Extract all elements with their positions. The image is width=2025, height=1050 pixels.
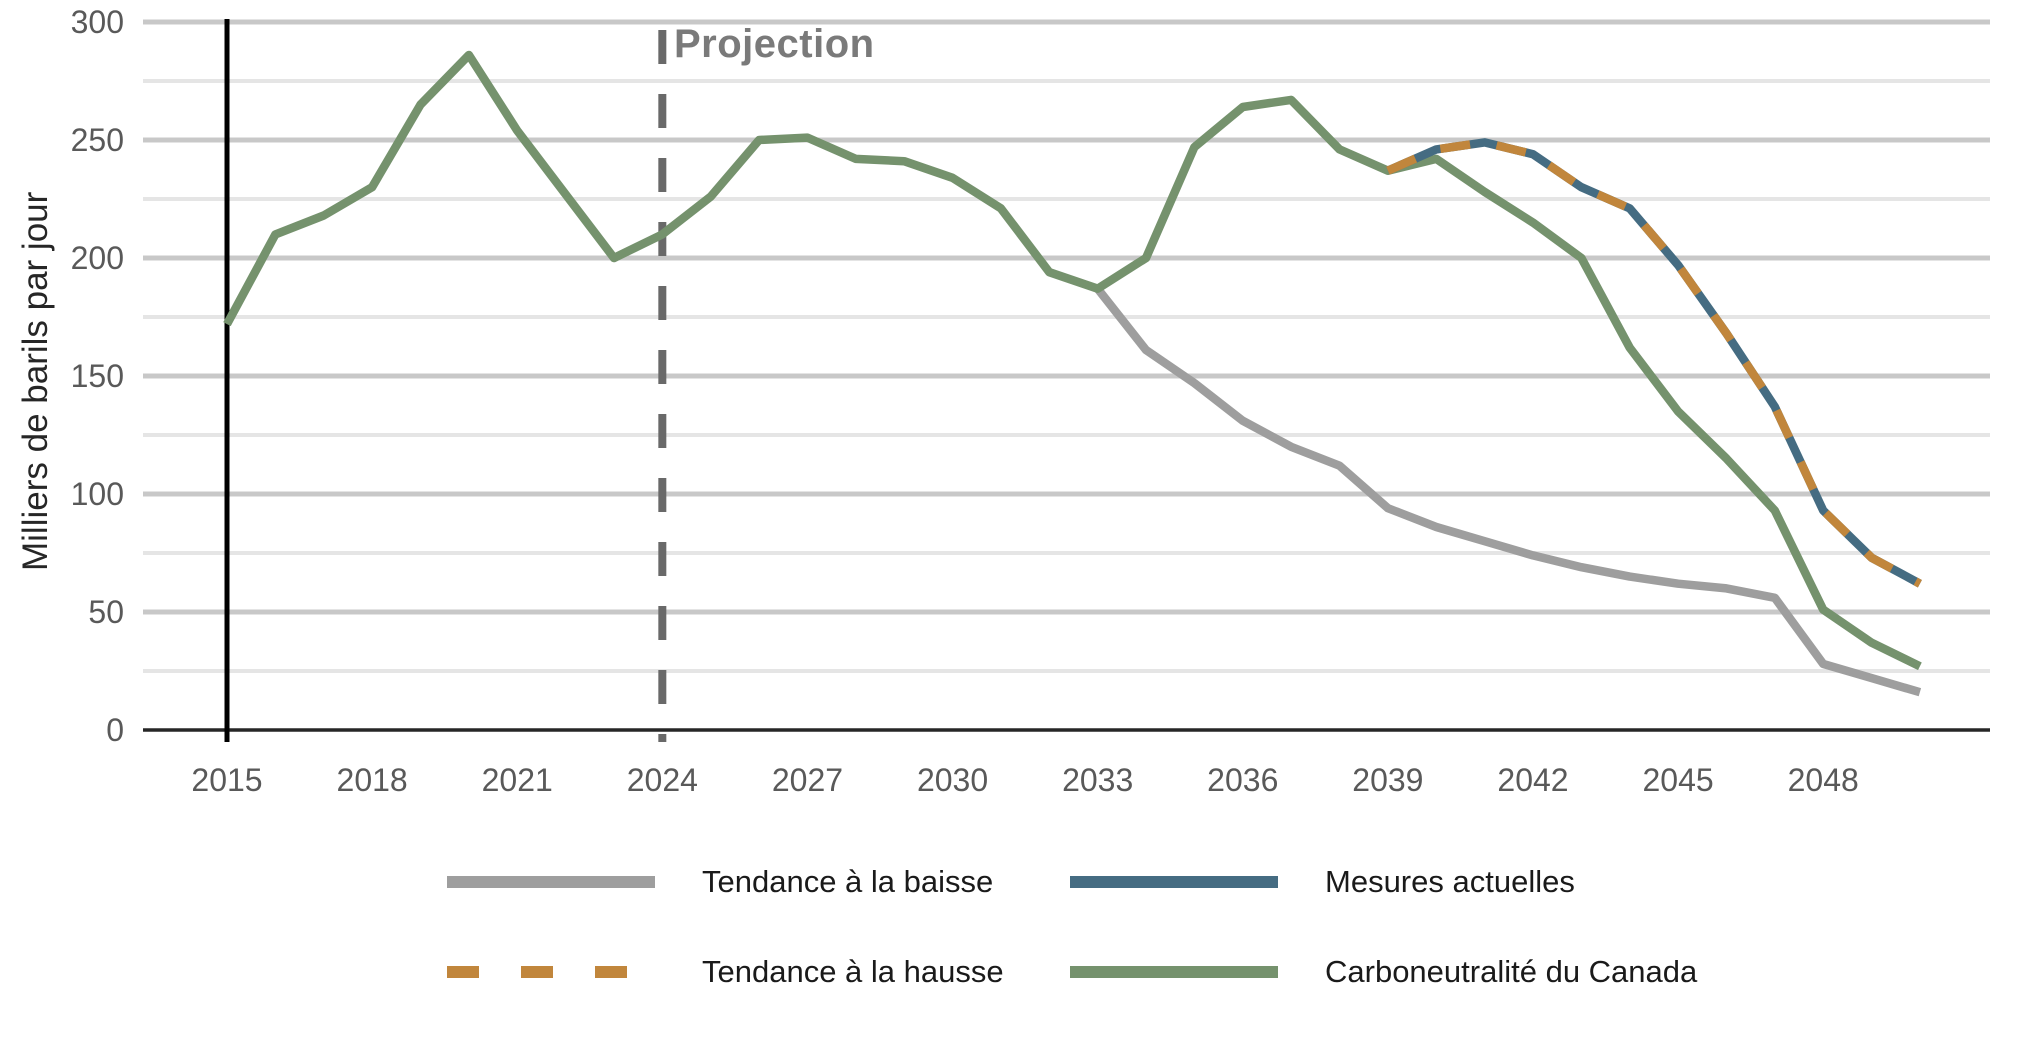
x-tick-label: 2030 — [917, 762, 988, 798]
y-tick-label: 50 — [88, 594, 124, 630]
series-line-tendance-la-hausse — [1386, 138, 1922, 588]
x-tick-label: 2027 — [772, 762, 843, 798]
legend-swatch-blue-line — [1070, 876, 1278, 888]
x-tick-label: 2039 — [1352, 762, 1423, 798]
legend-swatch-orange-dashed-line — [447, 966, 655, 978]
y-tick-label: 0 — [106, 712, 124, 748]
legend-item-mesures-actuelles: Mesures actuelles — [1070, 864, 1575, 900]
y-tick-label: 200 — [71, 240, 124, 276]
y-tick-label: 300 — [71, 4, 124, 40]
legend-row: Tendance à la baisse Mesures actuelles — [447, 851, 1847, 913]
legend-row: Tendance à la hausse Carboneutralité du … — [447, 941, 1847, 1003]
legend-label: Mesures actuelles — [1325, 864, 1575, 899]
legend-label: Tendance à la hausse — [702, 954, 1004, 989]
x-tick-label: 2015 — [191, 762, 262, 798]
y-tick-label: 150 — [71, 358, 124, 394]
x-tick-label: 2045 — [1643, 762, 1714, 798]
x-tick-label: 2024 — [627, 762, 698, 798]
legend-swatch-green-line — [1070, 966, 1278, 978]
y-tick-label: 250 — [71, 122, 124, 158]
series-line-carboneutralit-du-canada — [223, 50, 1922, 671]
x-tick-label: 2018 — [337, 762, 408, 798]
x-tick-label: 2048 — [1788, 762, 1859, 798]
series-line-mesures-actuelles — [1386, 138, 1922, 588]
chart-legend: Tendance à la baisse Mesures actuelles T… — [447, 851, 1847, 1003]
legend-swatch-gray-line — [447, 876, 655, 888]
x-tick-label: 2021 — [482, 762, 553, 798]
x-tick-label: 2033 — [1062, 762, 1133, 798]
projection-annotation: Projection — [674, 22, 875, 66]
x-tick-label: 2036 — [1207, 762, 1278, 798]
legend-label: Tendance à la baisse — [702, 864, 994, 899]
legend-item-carboneutralite: Carboneutralité du Canada — [1070, 954, 1697, 990]
series-line-tendance-la-baisse — [1094, 286, 1922, 697]
x-tick-label: 2042 — [1497, 762, 1568, 798]
y-tick-label: 100 — [71, 476, 124, 512]
y-axis-title: Milliers de barils par jour — [16, 191, 55, 571]
legend-item-tendance-hausse: Tendance à la hausse — [447, 954, 1070, 990]
legend-label: Carboneutralité du Canada — [1325, 954, 1698, 989]
legend-item-tendance-baisse: Tendance à la baisse — [447, 864, 1070, 900]
